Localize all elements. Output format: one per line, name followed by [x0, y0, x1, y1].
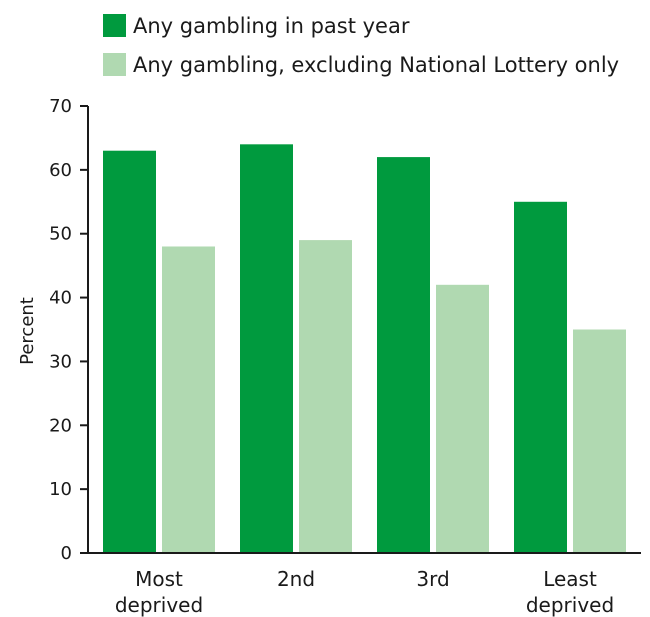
- y-tick-label: 20: [49, 415, 72, 436]
- bar-series-2: [573, 329, 626, 553]
- category-label: Most: [135, 567, 183, 591]
- bar-series-2: [299, 240, 352, 553]
- legend-swatch-series-2: [103, 53, 126, 76]
- legend-label-series-1: Any gambling in past year: [133, 14, 410, 38]
- legend: Any gambling in past year Any gambling, …: [103, 14, 619, 77]
- category-label: 2nd: [277, 567, 315, 591]
- bar-series-2: [436, 284, 489, 553]
- legend-swatch-series-1: [103, 14, 126, 37]
- y-tick-label: 60: [49, 160, 72, 181]
- bar-series-1: [103, 150, 156, 553]
- category-label: Least: [543, 567, 597, 591]
- y-tick-label: 30: [49, 351, 72, 372]
- y-tick-label: 70: [49, 96, 72, 117]
- y-tick-label: 10: [49, 479, 72, 500]
- legend-label-series-2: Any gambling, excluding National Lottery…: [133, 53, 619, 77]
- y-axis-ticks: 0 10 20 30 40 50 60 70: [49, 96, 88, 564]
- y-axis-title: Percent: [17, 297, 38, 365]
- bars: [103, 144, 626, 554]
- category-label: deprived: [115, 593, 203, 617]
- bar-series-1: [240, 144, 293, 554]
- category-label: 3rd: [416, 567, 449, 591]
- bar-series-1: [377, 157, 430, 554]
- bar-series-2: [162, 246, 215, 553]
- y-tick-label: 0: [61, 543, 72, 564]
- category-label: deprived: [526, 593, 614, 617]
- y-tick-label: 50: [49, 224, 72, 245]
- y-tick-label: 40: [49, 288, 72, 309]
- bar-series-1: [514, 201, 567, 554]
